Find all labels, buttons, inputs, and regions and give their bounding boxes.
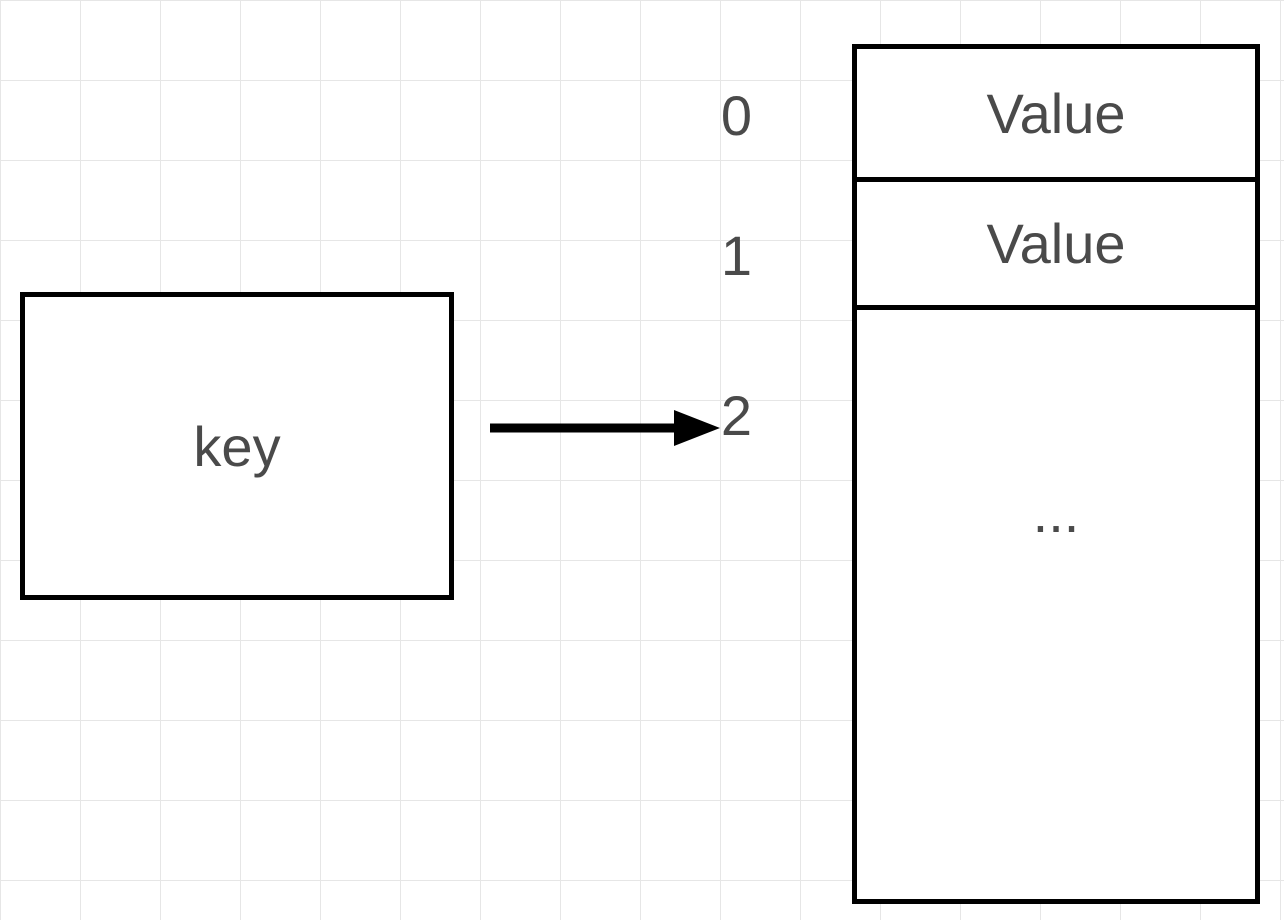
value-cell-label: Value [986, 211, 1125, 276]
value-cell-label: Value [986, 81, 1125, 146]
value-cell-label: ... [1033, 480, 1080, 545]
value-list-box: Value Value ... [852, 44, 1260, 904]
index-label-0: 0 [692, 88, 752, 144]
index-label-2: 2 [692, 388, 752, 444]
index-label-1: 1 [692, 228, 752, 284]
value-cell-1: Value [857, 177, 1255, 305]
value-cell-0: Value [857, 49, 1255, 177]
value-cell-ellipsis: ... [857, 305, 1255, 899]
diagram-canvas: key 0 1 2 Value Value ... [0, 0, 1284, 920]
